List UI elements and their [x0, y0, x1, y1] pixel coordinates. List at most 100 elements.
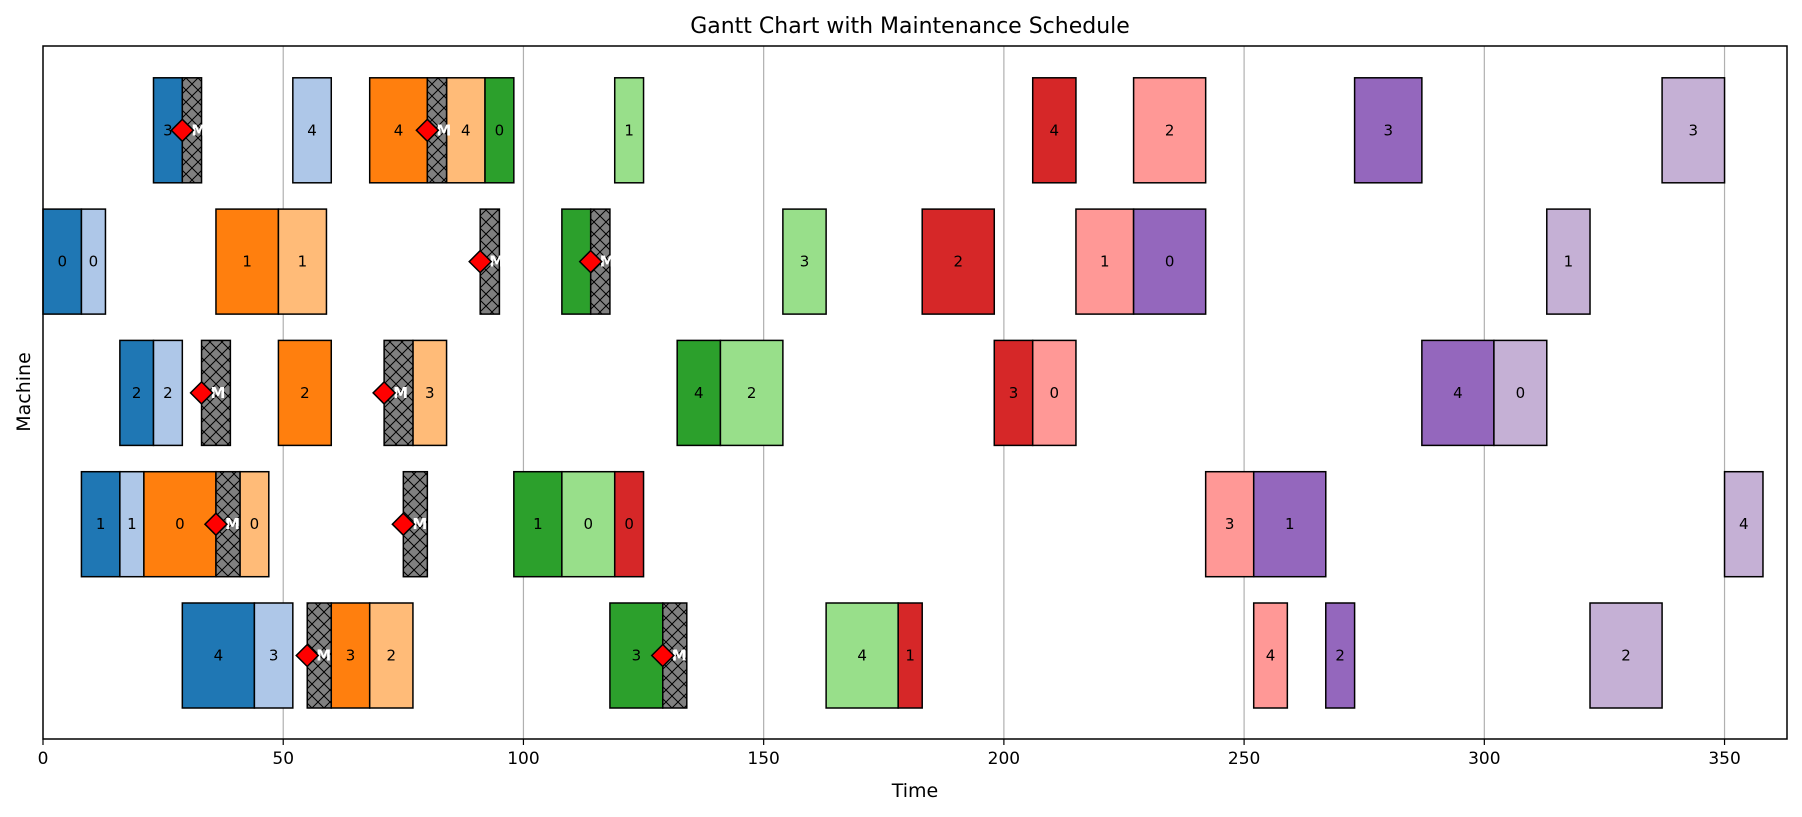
- task-label: 3: [1689, 121, 1699, 139]
- task-bar: [42, 208, 83, 315]
- task-bar: [253, 602, 294, 709]
- task-label: 4: [394, 121, 404, 139]
- task-bar: [1723, 470, 1764, 578]
- maintenance-label: M: [211, 384, 226, 402]
- maintenance-marker: [415, 118, 440, 143]
- task-label: 4: [857, 647, 867, 665]
- task-bar: [825, 602, 899, 709]
- maintenance-marker: [468, 249, 493, 274]
- x-axis-label: Time: [891, 780, 939, 802]
- task-label: 2: [747, 384, 757, 402]
- task-label: 0: [1165, 253, 1175, 271]
- task-label: 3: [163, 121, 173, 139]
- task-bar: [1353, 77, 1423, 184]
- task-label: 3: [1009, 384, 1019, 402]
- task-bar: [897, 602, 923, 709]
- task-bar: [561, 208, 592, 315]
- task-label: 1: [96, 515, 106, 533]
- x-tick-label: 350: [1708, 749, 1740, 769]
- maintenance-label: M: [600, 253, 615, 271]
- task-label: 1: [533, 515, 543, 533]
- maintenance-marker: [295, 643, 320, 668]
- task-bar: [215, 208, 280, 315]
- task-label: 0: [250, 515, 260, 533]
- task-label: 0: [57, 253, 67, 271]
- task-label: 2: [387, 647, 397, 665]
- task-label: 4: [1050, 121, 1060, 139]
- maintenance-marker: [203, 512, 229, 537]
- maintenance-marker: [391, 512, 416, 537]
- maintenance-label: M: [672, 647, 687, 665]
- task-bar: [1252, 602, 1289, 709]
- task-label: 0: [175, 515, 185, 533]
- task-label: 2: [1621, 647, 1631, 665]
- task-label: 1: [905, 647, 915, 665]
- task-bar: [782, 208, 827, 315]
- task-label: 1: [242, 253, 252, 271]
- maintenance-marker: [650, 643, 675, 668]
- task-label: 3: [269, 647, 279, 665]
- maintenance-marker: [189, 380, 214, 405]
- maintenance-blocks: M M M M M M M M M M: [170, 77, 688, 709]
- task-label: 2: [1165, 121, 1175, 139]
- maintenance-label: M: [191, 121, 206, 139]
- task-bar: [119, 470, 145, 578]
- x-tick-label: 200: [988, 749, 1020, 769]
- task-label: 2: [953, 253, 963, 271]
- task-label: 3: [346, 647, 356, 665]
- maintenance-label: M: [436, 121, 451, 139]
- x-tick-label: 0: [38, 749, 49, 769]
- task-bar: [445, 77, 486, 184]
- task-label: 0: [89, 253, 99, 271]
- task-label: 4: [1266, 647, 1276, 665]
- task-label: 0: [1050, 384, 1060, 402]
- task-label: 2: [1335, 647, 1345, 665]
- task-bar: [1325, 602, 1356, 709]
- task-bar: [1204, 470, 1255, 578]
- x-axis-ticks: 0 50 100 150 200 250 300 350: [38, 739, 1741, 769]
- task-label: 4: [1453, 384, 1463, 402]
- chart-title: Gantt Chart with Maintenance Schedule: [690, 14, 1130, 39]
- task-bar: [152, 339, 184, 447]
- task-bar: [1132, 208, 1207, 315]
- x-tick-label: 250: [1228, 749, 1260, 769]
- task-bar: [80, 208, 107, 315]
- task-bar: [613, 470, 645, 578]
- task-label: 1: [1564, 253, 1574, 271]
- x-tick-label: 150: [747, 749, 779, 769]
- task-label: 0: [584, 515, 594, 533]
- task-bar: [292, 77, 333, 184]
- task-bar: [330, 602, 371, 709]
- task-bar: [484, 77, 515, 184]
- task-bar: [1493, 339, 1548, 447]
- task-bars: 3 4 4 4 0 1 4 2 3 3 0 0 1 1 3 2 1 0 1 2 2 2 3 4 2 3 0 4 0 1 1 0 0 1 0 0 3 1 4 4…: [42, 77, 1764, 709]
- task-label: 1: [1100, 253, 1110, 271]
- maintenance-marker: [170, 118, 195, 143]
- maintenance-marker: [372, 380, 397, 405]
- task-bar: [1546, 208, 1591, 315]
- task-bar: [1075, 208, 1135, 315]
- task-label: 0: [495, 121, 505, 139]
- task-bar: [239, 470, 270, 578]
- task-label: 0: [1516, 384, 1526, 402]
- task-bar: [676, 339, 722, 447]
- x-tick-label: 300: [1468, 749, 1500, 769]
- task-label: 3: [800, 253, 810, 271]
- task-bar: [1031, 339, 1077, 447]
- task-bar: [1132, 77, 1207, 184]
- task-label: 4: [1739, 515, 1749, 533]
- task-bar: [1421, 339, 1495, 447]
- maintenance-marker: [578, 249, 603, 274]
- task-label: 3: [425, 384, 435, 402]
- task-label: 3: [632, 647, 642, 665]
- task-label: 1: [127, 515, 137, 533]
- maintenance-label: M: [225, 515, 240, 533]
- task-label: 1: [1285, 515, 1295, 533]
- task-bar: [1661, 77, 1726, 184]
- task-label: 3: [1225, 515, 1235, 533]
- task-bar: [1589, 602, 1663, 709]
- task-label: 1: [624, 121, 634, 139]
- task-bar: [1031, 77, 1077, 184]
- task-bar: [561, 470, 616, 578]
